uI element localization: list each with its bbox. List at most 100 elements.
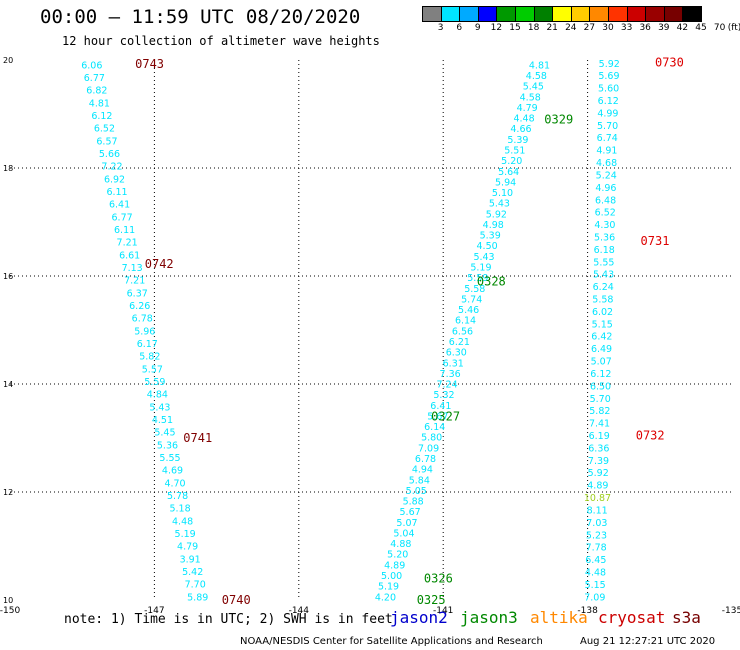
swh-value: 5.89 (187, 592, 208, 603)
swh-value: 6.77 (84, 73, 105, 84)
scale-label: 27 (583, 23, 596, 33)
swh-value: 5.36 (594, 232, 615, 243)
swh-value: 4.81 (529, 60, 550, 71)
scale-label: 70 (713, 23, 726, 33)
swh-value: 3.91 (180, 554, 201, 565)
swh-value: 6.77 (112, 212, 133, 223)
swh-value: 7.09 (584, 592, 605, 603)
swh-value: 8.11 (587, 505, 608, 516)
swh-value: 5.10 (492, 188, 513, 199)
swh-value: 4.66 (510, 124, 531, 135)
swh-value: 6.21 (449, 337, 470, 348)
swh-value: 6.37 (127, 288, 148, 299)
swh-value: 6.56 (452, 326, 473, 337)
pass-time-label: 0731 (641, 234, 670, 248)
swh-value: 6.14 (455, 316, 476, 327)
swh-value: 5.82 (139, 352, 160, 363)
lat-tick-label: 12 (3, 488, 13, 497)
swh-value: 5.20 (501, 156, 522, 167)
scale-swatch (682, 6, 702, 22)
swh-value: 6.52 (595, 208, 616, 219)
swh-value: 6.52 (94, 124, 115, 135)
swh-value: 4.70 (164, 478, 185, 489)
swh-value: 5.45 (523, 82, 544, 93)
legend-item-s3a: s3a (672, 608, 701, 627)
legend-item-altika: altika (530, 608, 588, 627)
pass-time-label: 0730 (655, 56, 684, 70)
swh-value: 5.66 (99, 149, 120, 160)
swh-value: 4.30 (594, 220, 615, 231)
lon-tick-label: -150 (0, 606, 20, 616)
swh-value: 4.69 (162, 466, 183, 477)
swh-value: 7.70 (185, 580, 206, 591)
swh-value: 5.70 (590, 394, 611, 405)
swh-value: 6.31 (443, 358, 464, 369)
swh-value: 5.20 (387, 550, 408, 561)
lat-tick-label: 18 (3, 164, 13, 173)
scale-label: 42 (676, 23, 689, 33)
pass-time-label: 0742 (145, 257, 174, 271)
swh-value: 7.78 (586, 543, 607, 554)
swh-value: 6.42 (591, 332, 612, 343)
scale-label: 15 (509, 23, 521, 33)
swh-value: 6.50 (590, 381, 611, 392)
swh-value: 5.78 (167, 491, 188, 502)
scale-label: 24 (565, 23, 577, 33)
swh-value: 6.18 (594, 245, 615, 256)
scale-label: 36 (639, 23, 651, 33)
swh-value: 6.45 (585, 555, 606, 566)
swh-value: 6.92 (104, 174, 125, 185)
swh-value: 4.81 (89, 98, 110, 109)
swh-value: 6.24 (593, 282, 614, 293)
swh-value: 7.24 (436, 380, 457, 391)
swh-value: 6.41 (109, 200, 130, 211)
scale-label: 39 (658, 23, 670, 33)
scale-label: 45 (695, 23, 707, 33)
lat-tick-label: 16 (3, 272, 13, 281)
generated-timestamp: Aug 21 12:27:21 UTC 2020 (580, 636, 716, 647)
swh-value: 4.99 (597, 108, 618, 119)
swh-value: 7.13 (122, 263, 143, 274)
lon-tick-label: -147 (144, 606, 164, 616)
swh-value: 5.07 (396, 518, 417, 529)
swh-value: 5.84 (409, 475, 430, 486)
legend-item-cryosat: cryosat (598, 608, 666, 627)
swh-value: 6.41 (430, 401, 451, 412)
swh-value: 6.48 (595, 195, 616, 206)
swh-value: 6.11 (106, 187, 127, 198)
swh-value: 5.04 (393, 528, 414, 539)
swh-value: 5.43 (473, 252, 494, 263)
swh-value: 7.21 (124, 276, 145, 287)
swh-value: 5.55 (159, 453, 180, 464)
swh-value: 6.82 (86, 86, 107, 97)
pass-time-label: 0740 (222, 593, 251, 607)
swh-value: 4.79 (517, 103, 538, 114)
swh-value: 5.32 (433, 390, 454, 401)
swh-value: 4.89 (384, 560, 405, 571)
scale-label: 6 (456, 23, 463, 33)
swh-value: 4.96 (595, 183, 616, 194)
swh-value: 6.78 (415, 454, 436, 465)
lat-tick-label: 10 (3, 596, 13, 605)
swh-value: 7.21 (117, 238, 138, 249)
swh-value: 5.69 (598, 71, 619, 82)
swh-value: 5.19 (175, 529, 196, 540)
swh-value: 4.84 (147, 390, 168, 401)
swh-value: 4.48 (585, 567, 606, 578)
swh-value: 6.12 (598, 96, 619, 107)
swh-value: 5.43 (593, 270, 614, 281)
swh-value: 5.15 (585, 580, 606, 591)
swh-value: 5.36 (157, 440, 178, 451)
swh-value: 6.19 (589, 431, 610, 442)
swh-value: 4.98 (483, 220, 504, 231)
legend-item-jason3: jason3 (460, 608, 518, 627)
swh-value: 5.42 (182, 567, 203, 578)
swh-value: 5.45 (154, 428, 175, 439)
swh-value: 5.43 (149, 402, 170, 413)
swh-value: 7.22 (101, 162, 122, 173)
swh-value: 5.58 (592, 295, 613, 306)
color-scale (422, 6, 702, 22)
credit-text: NOAA/NESDIS Center for Satellite Applica… (240, 636, 543, 647)
swh-value: 5.05 (406, 486, 427, 497)
